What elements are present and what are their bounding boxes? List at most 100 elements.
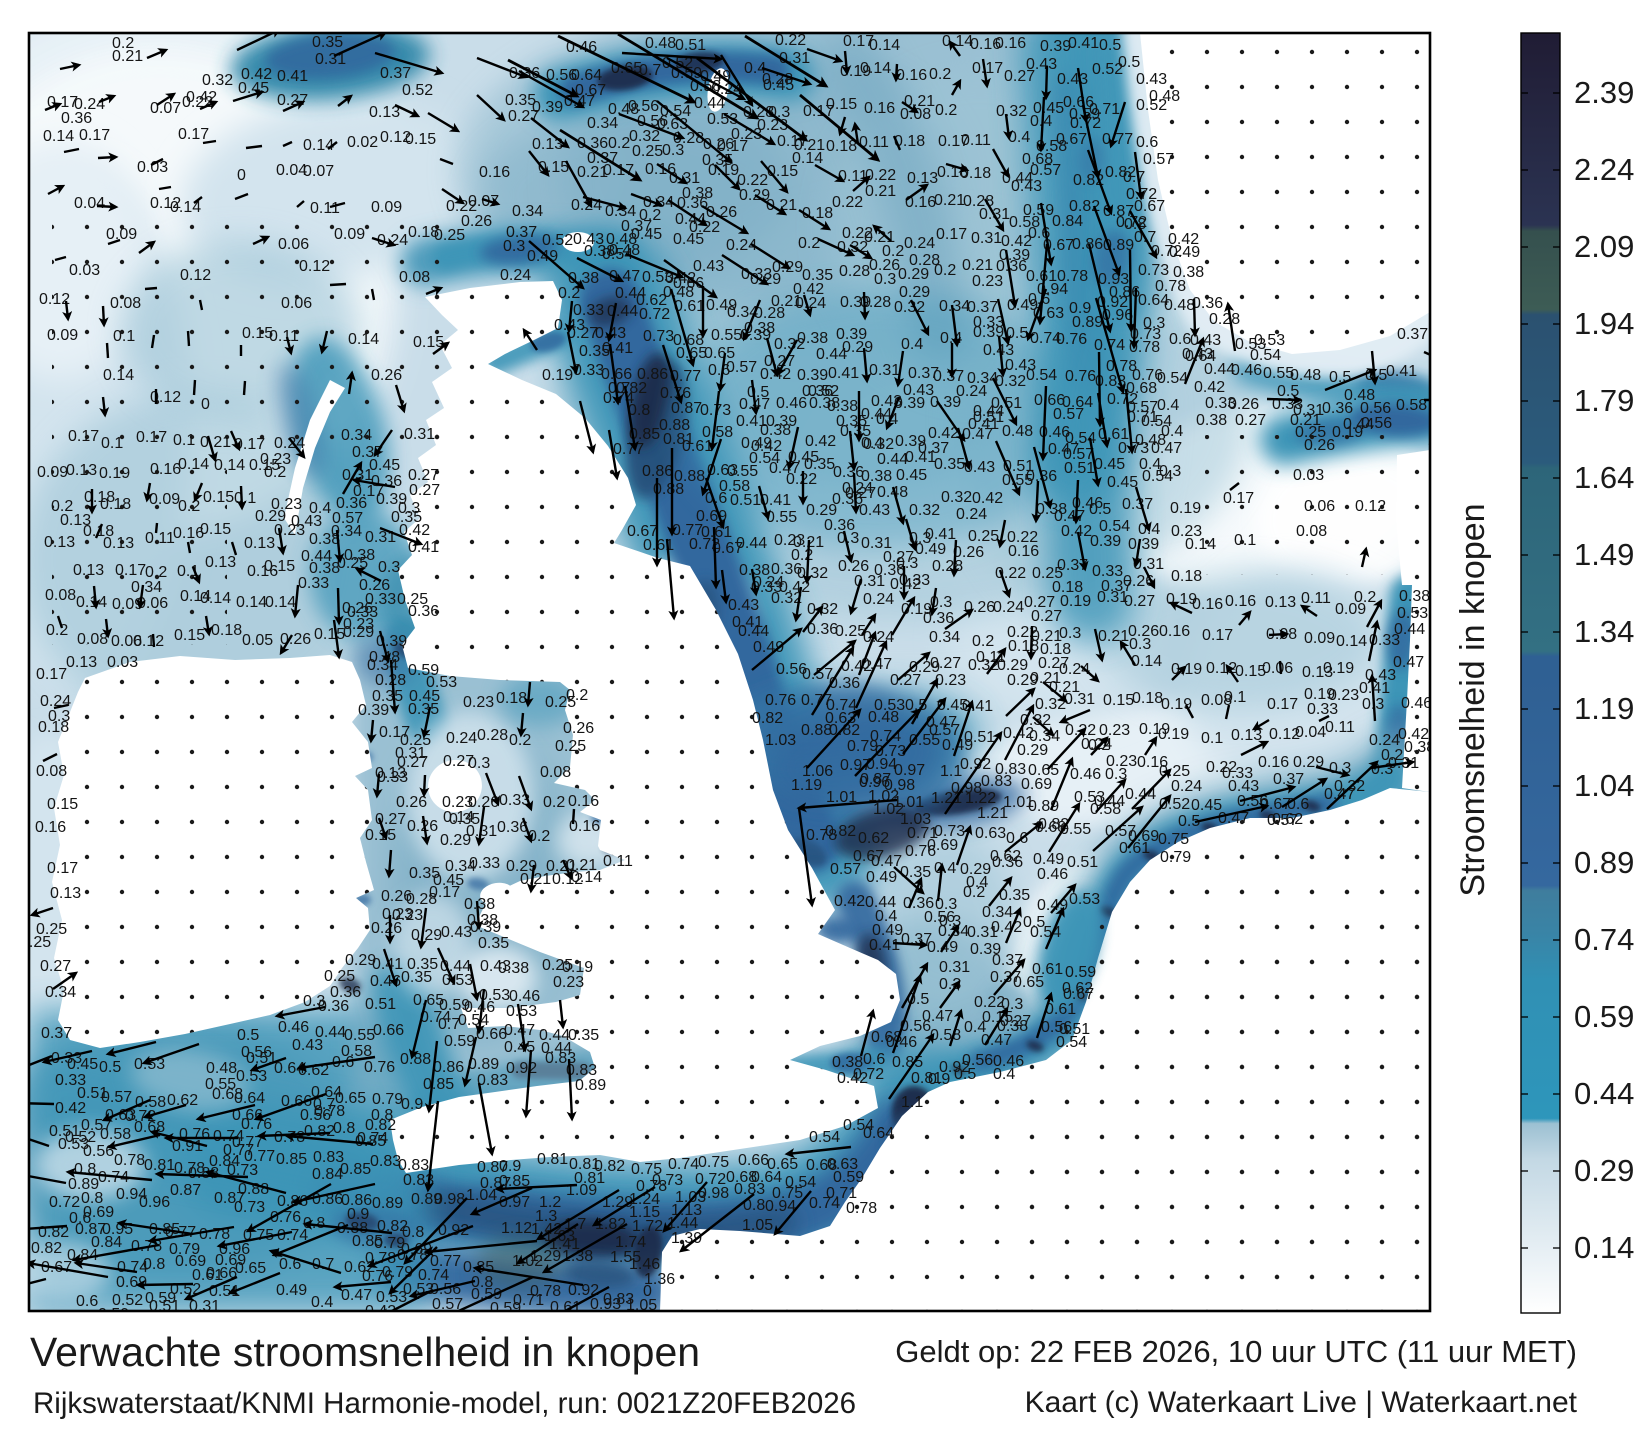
svg-text:0.08: 0.08 — [1201, 692, 1232, 709]
svg-text:0.32: 0.32 — [996, 103, 1027, 120]
svg-text:0.32: 0.32 — [771, 590, 802, 607]
svg-text:0.15: 0.15 — [203, 489, 234, 506]
svg-text:0.57: 0.57 — [802, 666, 833, 683]
svg-text:0.38: 0.38 — [1404, 739, 1435, 756]
svg-text:0.16: 0.16 — [645, 161, 676, 178]
svg-text:0.35: 0.35 — [312, 34, 343, 51]
svg-text:1.36: 1.36 — [644, 1271, 675, 1288]
svg-text:0.1: 0.1 — [1201, 730, 1223, 747]
svg-text:0.87: 0.87 — [214, 1190, 245, 1207]
svg-text:0.44: 0.44 — [861, 406, 892, 423]
svg-text:0.46: 0.46 — [1070, 766, 1101, 783]
svg-text:0.26: 0.26 — [563, 720, 594, 737]
svg-text:0.41: 0.41 — [1359, 680, 1390, 697]
svg-text:0.14: 0.14 — [43, 128, 74, 145]
svg-text:0.75: 0.75 — [1158, 831, 1189, 848]
svg-text:0.59: 0.59 — [408, 662, 439, 679]
svg-text:0.37: 0.37 — [908, 365, 939, 382]
svg-text:0.45: 0.45 — [896, 467, 927, 484]
svg-text:0.41: 0.41 — [869, 937, 900, 954]
svg-text:0.47: 0.47 — [1324, 786, 1355, 803]
svg-text:0.24: 0.24 — [1171, 778, 1202, 795]
svg-text:0.77: 0.77 — [1102, 131, 1133, 148]
svg-text:0.32: 0.32 — [629, 128, 660, 145]
svg-text:Rijkswaterstaat/KNMI Harmonie-: Rijkswaterstaat/KNMI Harmonie-model, run… — [33, 1387, 856, 1420]
svg-text:0.79: 0.79 — [1160, 849, 1191, 866]
svg-text:1.04: 1.04 — [1574, 768, 1634, 803]
svg-text:0.58: 0.58 — [341, 1043, 372, 1060]
svg-text:0.4: 0.4 — [1030, 113, 1052, 130]
svg-text:0.34: 0.34 — [605, 203, 636, 220]
svg-text:0.22: 0.22 — [1007, 624, 1038, 641]
svg-text:0.9: 0.9 — [401, 1096, 423, 1113]
svg-text:0.44: 0.44 — [738, 623, 769, 640]
svg-text:0.24: 0.24 — [863, 629, 894, 646]
svg-text:0.53: 0.53 — [1235, 336, 1266, 353]
svg-text:0.46: 0.46 — [464, 999, 495, 1016]
svg-text:0.51: 0.51 — [1003, 458, 1034, 475]
svg-text:0.43: 0.43 — [1011, 178, 1042, 195]
svg-text:0.33: 0.33 — [973, 314, 1004, 331]
svg-text:0.13: 0.13 — [73, 562, 104, 579]
svg-text:0.7: 0.7 — [313, 1096, 335, 1113]
svg-text:0.41: 0.41 — [602, 340, 633, 357]
svg-text:0.24: 0.24 — [993, 599, 1024, 616]
svg-text:0.38: 0.38 — [827, 398, 858, 415]
svg-text:0.35: 0.35 — [401, 969, 432, 986]
svg-text:0.13: 0.13 — [1265, 594, 1296, 611]
svg-text:0.51: 0.51 — [964, 729, 995, 746]
svg-text:0.17: 0.17 — [938, 133, 969, 150]
svg-text:Verwachte stroomsnelheid in kn: Verwachte stroomsnelheid in knopen — [30, 1329, 700, 1375]
svg-text:0.36: 0.36 — [61, 110, 92, 127]
svg-text:0.5: 0.5 — [1365, 367, 1387, 384]
svg-text:0.18: 0.18 — [1171, 568, 1202, 585]
svg-text:0.74: 0.74 — [668, 1156, 699, 1173]
svg-text:0.83: 0.83 — [566, 1062, 597, 1079]
svg-text:0.18: 0.18 — [826, 138, 857, 155]
svg-text:0.24: 0.24 — [446, 730, 477, 747]
svg-text:0.57: 0.57 — [1105, 823, 1136, 840]
svg-text:0.56: 0.56 — [300, 1107, 331, 1124]
svg-text:0.6: 0.6 — [279, 1256, 301, 1273]
svg-text:0.83: 0.83 — [370, 1153, 401, 1170]
svg-text:0.43: 0.43 — [983, 342, 1014, 359]
svg-text:0.24: 0.24 — [1059, 661, 1090, 678]
svg-text:0.31: 0.31 — [404, 426, 435, 443]
svg-text:0.29: 0.29 — [898, 266, 929, 283]
svg-text:0.92: 0.92 — [939, 1059, 970, 1076]
svg-text:0.19: 0.19 — [542, 367, 573, 384]
svg-text:0.27: 0.27 — [409, 482, 440, 499]
svg-text:0.47: 0.47 — [564, 93, 595, 110]
svg-text:0.32: 0.32 — [894, 299, 925, 316]
svg-text:0.75: 0.75 — [698, 1154, 729, 1171]
svg-text:0.41: 0.41 — [1068, 35, 1099, 52]
svg-text:0.42: 0.42 — [805, 433, 836, 450]
svg-text:1.55: 1.55 — [610, 1249, 641, 1266]
svg-text:0.52: 0.52 — [402, 82, 433, 99]
svg-text:0.73: 0.73 — [652, 1172, 683, 1189]
svg-text:0.31: 0.31 — [869, 362, 900, 379]
svg-text:0.81: 0.81 — [144, 1157, 175, 1174]
svg-text:0.39: 0.39 — [1040, 38, 1071, 55]
svg-text:0.47: 0.47 — [926, 714, 957, 731]
svg-text:0.15: 0.15 — [174, 627, 205, 644]
svg-text:0.8: 0.8 — [743, 1197, 765, 1214]
svg-text:0.81: 0.81 — [663, 431, 694, 448]
svg-text:0.81: 0.81 — [911, 1070, 942, 1087]
svg-text:0.32: 0.32 — [995, 373, 1026, 390]
svg-text:0.51: 0.51 — [1067, 854, 1098, 871]
svg-text:0.35: 0.35 — [579, 343, 610, 360]
svg-text:0.52: 0.52 — [1136, 97, 1167, 114]
svg-text:0.39: 0.39 — [1128, 536, 1159, 553]
svg-text:0.2: 0.2 — [934, 262, 956, 279]
svg-text:0.33: 0.33 — [1222, 765, 1253, 782]
svg-text:0.36: 0.36 — [336, 495, 367, 512]
svg-text:0.27: 0.27 — [1004, 68, 1035, 85]
svg-text:0.69: 0.69 — [1128, 828, 1159, 845]
svg-text:0.24: 0.24 — [842, 480, 873, 497]
svg-text:1.94: 1.94 — [1574, 306, 1634, 341]
svg-text:0.35: 0.35 — [409, 865, 440, 882]
svg-text:0.27: 0.27 — [375, 811, 406, 828]
svg-text:0.3: 0.3 — [398, 500, 420, 517]
svg-text:0.28: 0.28 — [406, 891, 437, 908]
